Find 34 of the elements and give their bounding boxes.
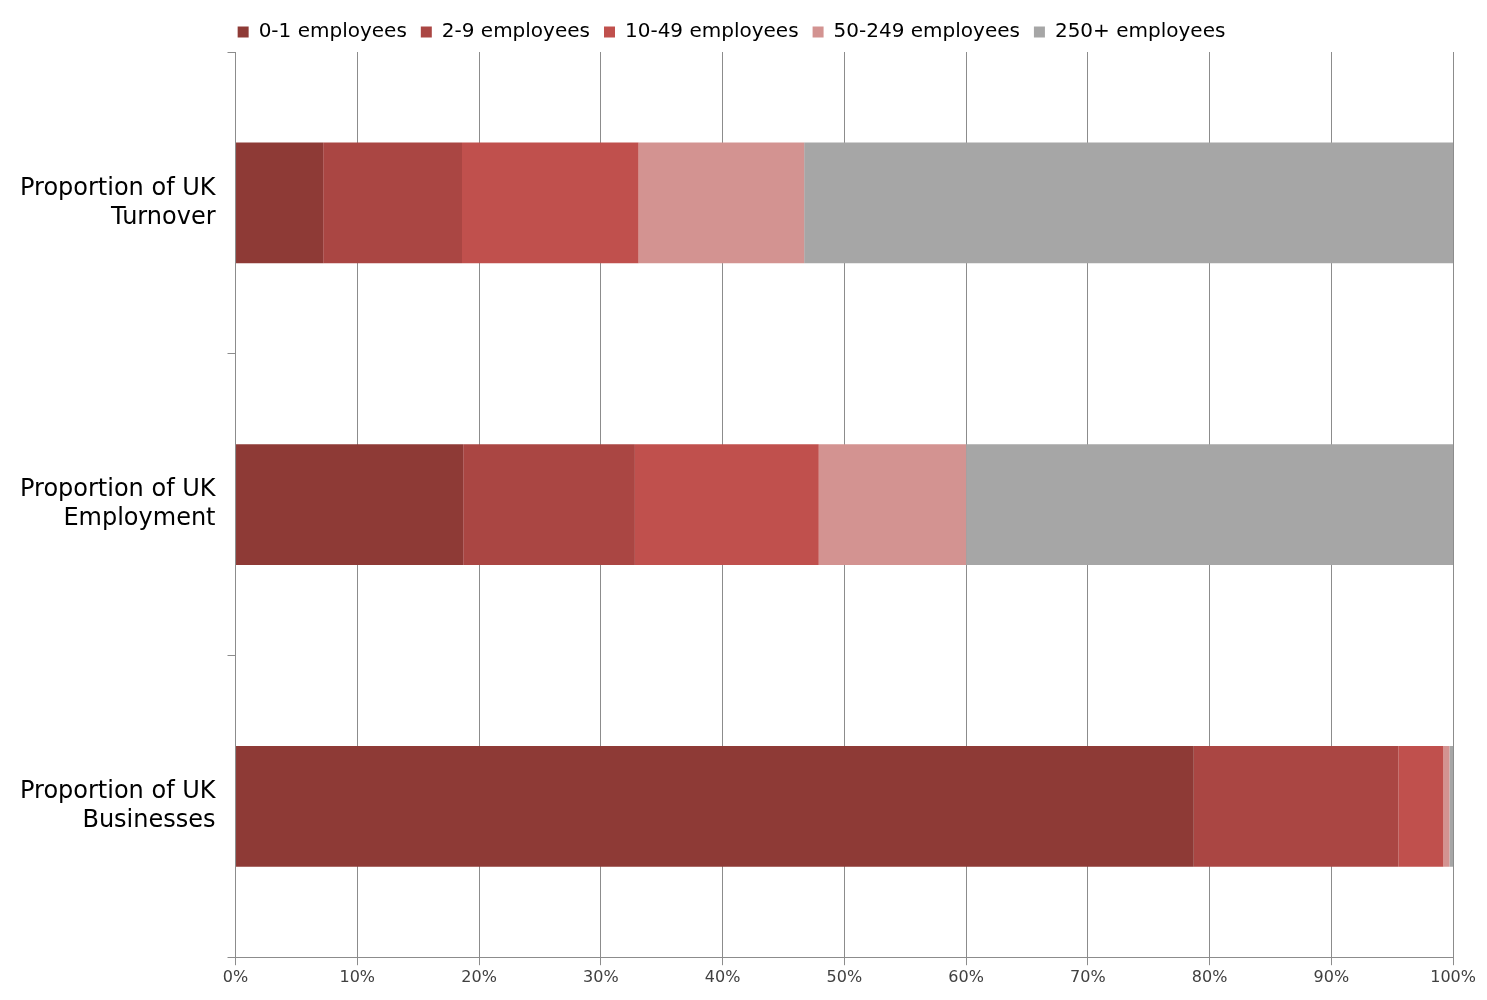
x-tick-label: 60% [948, 966, 984, 986]
bar [462, 142, 639, 264]
bar [634, 444, 819, 565]
bar [1449, 745, 1454, 867]
bar [323, 142, 462, 264]
bar [1193, 745, 1399, 867]
bar [638, 142, 805, 264]
x-tick-label: 80% [1191, 966, 1228, 986]
x-tick-label: 100% [1430, 966, 1476, 986]
legend-label: 0-1 employees [258, 18, 407, 43]
legend-label: 10-49 employees [624, 18, 799, 43]
legend-label: 2-9 employees [441, 18, 590, 43]
x-tick-label: 20% [461, 966, 497, 986]
x-tick-label: 40% [704, 966, 741, 986]
x-tick-label: 90% [1313, 966, 1350, 986]
x-tick-label: 10% [339, 966, 376, 986]
bar [966, 444, 1454, 565]
bar [236, 444, 464, 565]
x-tick-label: 30% [583, 966, 619, 986]
bar [463, 444, 635, 565]
x-tick-label: 0% [222, 966, 249, 986]
legend-label: 50-249 employees [833, 18, 1020, 43]
bar [1398, 745, 1444, 867]
legend-label: 250+ employees [1054, 18, 1226, 43]
x-tick-label: 70% [1070, 966, 1106, 986]
bar [236, 142, 324, 264]
bar [236, 745, 1194, 867]
x-tick-label: 50% [826, 966, 863, 986]
y-tick-label: Proportion of UK Employment [20, 474, 217, 532]
bar [1443, 745, 1450, 867]
y-tick-label: Proportion of UK Turnover [20, 172, 217, 230]
bar [804, 142, 1454, 264]
y-tick-label: Proportion of UK Businesses [20, 776, 217, 833]
bar [818, 444, 967, 565]
